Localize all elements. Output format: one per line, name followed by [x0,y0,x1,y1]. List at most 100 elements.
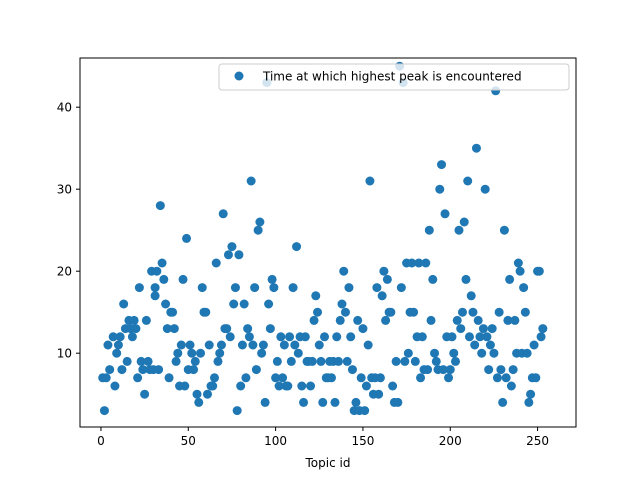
data-point [213,356,223,366]
data-point [346,332,356,342]
data-point [344,283,354,293]
data-point [363,340,373,350]
data-point [229,299,239,309]
data-point [299,397,309,407]
data-point [410,356,420,366]
data-point [136,356,146,366]
data-point [192,389,202,399]
data-point [454,225,464,235]
data-point [461,274,471,284]
y-tick-label: 40 [57,101,72,115]
data-point [309,315,319,325]
data-point [264,299,274,309]
data-point [232,406,242,416]
data-point [110,381,120,391]
data-point [519,283,529,293]
data-point [388,381,398,391]
data-point [342,356,352,366]
data-point [435,184,445,194]
data-point [437,160,447,170]
data-point [227,242,237,252]
data-point [283,381,293,391]
data-point [141,315,151,325]
data-point [526,389,536,399]
data-point [487,324,497,334]
data-point [99,406,109,416]
data-point [407,258,417,268]
data-point [211,258,221,268]
x-tick-label: 200 [439,434,462,448]
data-point [424,225,434,235]
data-point [313,307,323,317]
data-point [529,340,539,350]
data-point [365,176,375,186]
data-point [503,315,513,325]
data-point [237,340,247,350]
data-point [248,340,258,350]
data-point [360,406,370,416]
data-point [452,315,462,325]
data-point [316,356,326,366]
data-point [285,332,295,342]
data-point [127,332,137,342]
data-point [382,274,392,284]
data-point [117,365,127,375]
data-point [143,356,153,366]
data-point [438,365,448,375]
data-point [409,307,419,317]
legend-box [218,63,570,91]
data-point [496,365,506,375]
data-point [274,381,284,391]
data-point [157,258,167,268]
data-point [524,397,534,407]
data-point [196,348,206,358]
data-point [417,332,427,342]
data-point [244,332,254,342]
data-point [112,348,122,358]
data-point [403,348,413,358]
data-point [209,373,219,383]
data-point [375,373,385,383]
data-point [471,143,481,153]
data-point [318,397,328,407]
data-point [484,365,494,375]
data-point [152,266,162,276]
data-point [347,365,357,375]
x-tick-label: 100 [264,434,287,448]
data-point [444,373,454,383]
data-point [101,373,111,383]
data-point [187,348,197,358]
data-point [326,373,336,383]
data-point [477,348,487,358]
data-point [374,389,384,399]
data-point [297,381,307,391]
data-points [98,61,548,416]
data-point [180,381,190,391]
data-point [314,340,324,350]
data-point [133,373,143,383]
data-point [464,332,474,342]
data-point [225,332,235,342]
data-point [463,176,473,186]
data-point [216,340,226,350]
y-tick-label: 20 [57,265,72,279]
data-point [311,291,321,301]
data-point [391,356,401,366]
data-point [265,324,275,334]
data-point [119,299,129,309]
data-point [447,332,457,342]
data-point [508,365,518,375]
data-point [431,356,441,366]
data-point [155,201,165,211]
data-point [423,365,433,375]
data-point [531,373,541,383]
data-point [253,225,263,235]
data-point [222,324,232,334]
data-point [473,315,483,325]
data-point [134,283,144,293]
data-point [475,332,485,342]
x-tick-label: 250 [526,434,549,448]
data-point [122,356,132,366]
data-point [468,307,478,317]
